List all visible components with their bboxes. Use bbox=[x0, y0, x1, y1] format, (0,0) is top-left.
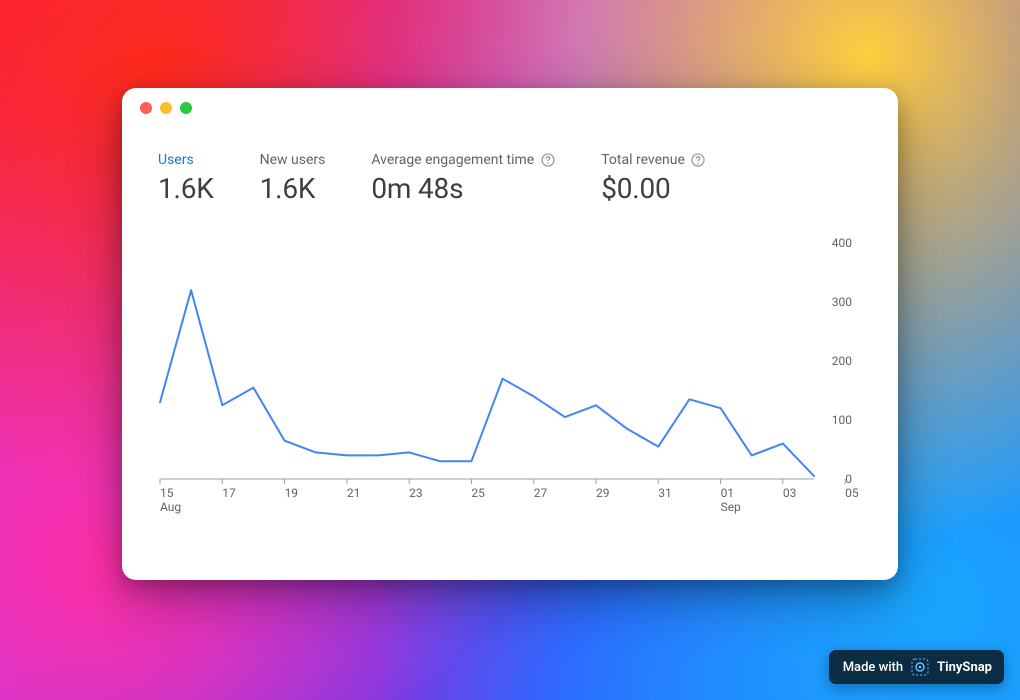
metric-label: Total revenue bbox=[601, 152, 706, 168]
metric-engagement[interactable]: Average engagement time 0m 48s bbox=[371, 152, 555, 205]
help-icon[interactable] bbox=[540, 153, 555, 168]
y-tick-label: 200 bbox=[832, 354, 852, 368]
metric-label-text: Users bbox=[158, 152, 194, 168]
zoom-window-button[interactable] bbox=[180, 102, 192, 114]
metric-label: Users bbox=[158, 152, 214, 168]
y-tick-label: 100 bbox=[832, 413, 852, 427]
metric-label: New users bbox=[260, 152, 326, 168]
metric-value: 1.6K bbox=[158, 172, 214, 205]
users-line-chart: 0 100 200 300 400 15Aug 17 19 21 23 25 27 29 31 01Sep 0… bbox=[158, 235, 862, 539]
x-tick-label: 05 bbox=[845, 486, 859, 500]
metric-new_users[interactable]: New users 1.6K bbox=[260, 152, 326, 205]
badge-brand: TinySnap bbox=[937, 660, 992, 675]
x-tick-label: 29 bbox=[596, 486, 610, 500]
x-tick-sublabel: Aug bbox=[160, 500, 181, 514]
tinysnap-badge[interactable]: Made with TinySnap bbox=[829, 650, 1004, 684]
metric-value: $0.00 bbox=[601, 172, 706, 205]
x-tick-label: 25 bbox=[471, 486, 485, 500]
x-tick-label: 31 bbox=[658, 486, 672, 500]
titlebar bbox=[122, 88, 898, 128]
x-tick-label: 03 bbox=[783, 486, 797, 500]
metric-value: 1.6K bbox=[260, 172, 326, 205]
minimize-window-button[interactable] bbox=[160, 102, 172, 114]
metric-users[interactable]: Users 1.6K bbox=[158, 152, 214, 205]
y-tick-label: 400 bbox=[832, 236, 852, 250]
x-tick-label: 23 bbox=[409, 486, 423, 500]
x-tick-label: 27 bbox=[534, 486, 548, 500]
metric-label-text: Average engagement time bbox=[371, 152, 534, 168]
x-tick-label: 17 bbox=[222, 486, 236, 500]
users-series-line bbox=[160, 290, 814, 476]
metric-value: 0m 48s bbox=[371, 172, 555, 205]
metrics-row: Users 1.6K New users 1.6K Average engagement… bbox=[158, 152, 862, 205]
metric-revenue[interactable]: Total revenue $0.00 bbox=[601, 152, 706, 205]
y-tick-label: 0 bbox=[845, 472, 852, 486]
metric-label-text: Total revenue bbox=[601, 152, 685, 168]
tinysnap-logo-icon bbox=[911, 658, 929, 676]
x-tick-label: 15 bbox=[160, 486, 174, 500]
badge-prefix: Made with bbox=[843, 660, 903, 675]
x-tick-label: 19 bbox=[285, 486, 299, 500]
app-window: Users 1.6K New users 1.6K Average engagement… bbox=[122, 88, 898, 580]
metric-label: Average engagement time bbox=[371, 152, 555, 168]
metric-label-text: New users bbox=[260, 152, 326, 168]
dashboard-content: Users 1.6K New users 1.6K Average engagement… bbox=[122, 128, 898, 549]
x-tick-label: 01 bbox=[721, 486, 735, 500]
help-icon[interactable] bbox=[691, 153, 706, 168]
x-tick-label: 21 bbox=[347, 486, 361, 500]
y-tick-label: 300 bbox=[832, 295, 852, 309]
close-window-button[interactable] bbox=[140, 102, 152, 114]
chart-svg: 0 100 200 300 400 15Aug 17 19 21 23 25 27 29 31 01Sep 0… bbox=[158, 235, 862, 535]
x-tick-sublabel: Sep bbox=[721, 500, 741, 514]
